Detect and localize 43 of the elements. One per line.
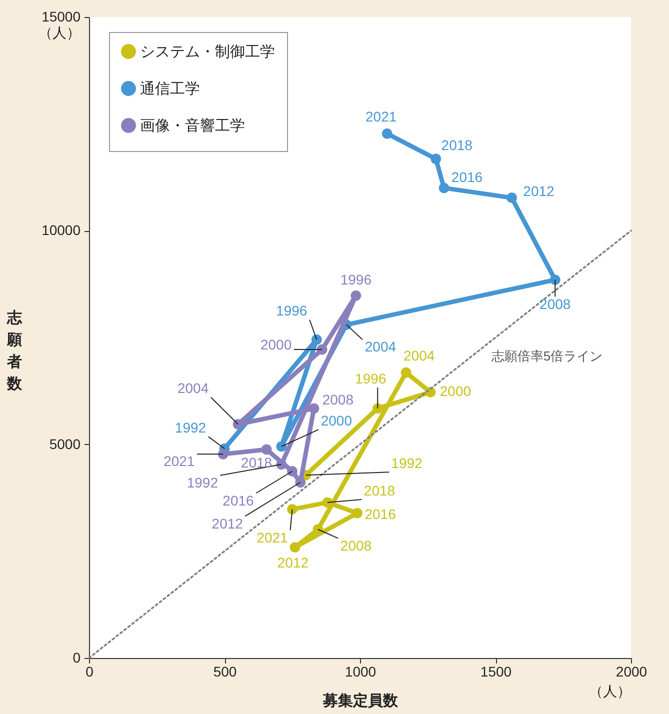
y-axis-title: 志願者数: [6, 310, 23, 392]
annotation: 2004: [364, 338, 396, 355]
x-tick-label: 1000: [344, 664, 376, 680]
annotation: 2012: [523, 182, 555, 199]
x-tick-label: 500: [213, 664, 237, 680]
annotation: 2018: [364, 482, 396, 498]
x-tick-label: 0: [86, 664, 94, 680]
annotation: 2016: [364, 506, 396, 522]
legend-label: システム・制御工学: [140, 44, 275, 60]
annotation: 2018: [441, 136, 473, 153]
text: （人）: [589, 683, 631, 699]
annotation: 2012: [212, 515, 244, 532]
annotation: 2016: [451, 168, 483, 185]
annotation: 2000: [440, 383, 472, 400]
annotation: 2021: [256, 529, 288, 546]
annotation: 2021: [366, 108, 397, 125]
annotation: 1992: [391, 455, 423, 472]
annotation: 2018: [240, 454, 272, 470]
annotation: 1996: [355, 370, 386, 386]
annotation: 2016: [222, 492, 254, 508]
legend-label: 通信工学: [140, 80, 200, 98]
annotation: 2008: [322, 391, 354, 408]
annotation: 1992: [174, 420, 206, 436]
x-axis-title: 募集定員数: [322, 692, 399, 710]
legend-label: 画像・音響工学: [140, 118, 245, 134]
x-tick-label: 1500: [480, 664, 512, 680]
annotation: 2004: [177, 380, 209, 396]
y-tick-label: 10000: [42, 222, 81, 238]
annotation: 1992: [186, 474, 218, 490]
annotation: 2021: [164, 453, 195, 470]
series-label: 志願倍率5倍ライン: [491, 348, 603, 364]
annotation: 2008: [540, 296, 571, 312]
y-tick-label: 15000 （人）: [38, 8, 81, 40]
y-tick-label: 0: [72, 650, 81, 666]
annotation: 2008: [340, 537, 372, 554]
annotation: 2000: [260, 336, 292, 352]
annotation: 2012: [277, 554, 309, 570]
y-tick-label: 5000: [49, 436, 81, 452]
annotation: 2000: [320, 412, 352, 428]
annotation: 1996: [276, 302, 308, 319]
annotation: 2004: [403, 348, 435, 364]
annotation: 1996: [340, 272, 372, 288]
x-tick-label: 2000: [616, 664, 648, 680]
